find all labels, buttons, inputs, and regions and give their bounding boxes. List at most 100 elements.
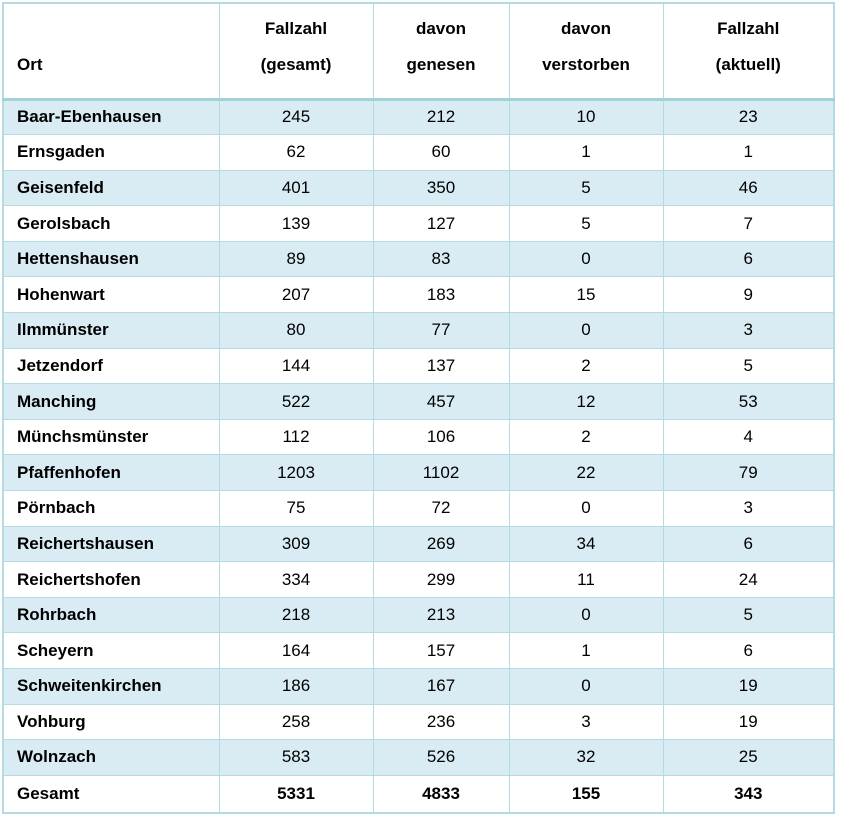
cell-davon-verstorben: 32	[508, 739, 664, 776]
cell-fallzahl-aktuell: 79	[662, 454, 835, 492]
table-row: Pfaffenhofen 1203 1102 22 79	[2, 454, 835, 492]
column-header-ort: Ort	[2, 2, 220, 101]
cell-fallzahl-aktuell: 53	[662, 383, 835, 420]
cell-fallzahl-gesamt: 309	[218, 525, 374, 563]
cell-davon-verstorben: 3	[508, 703, 664, 741]
cell-ort: Gerolsbach	[2, 205, 220, 242]
table-row: Jetzendorf 144 137 2 5	[2, 347, 835, 385]
cell-davon-verstorben: 2	[508, 418, 664, 456]
table-row: Wolnzach 583 526 32 25	[2, 739, 835, 776]
cell-davon-genesen: 236	[372, 703, 510, 741]
cell-fallzahl-gesamt: 207	[218, 276, 374, 314]
cell-davon-genesen: 157	[372, 632, 510, 669]
cell-fallzahl-gesamt: 218	[218, 596, 374, 634]
cell-fallzahl-aktuell: 25	[662, 739, 835, 776]
cell-davon-genesen: 77	[372, 312, 510, 349]
cell-ort: Hohenwart	[2, 276, 220, 314]
cell-ort: Ilmmünster	[2, 312, 220, 349]
table-row: Münchsmünster 112 106 2 4	[2, 418, 835, 456]
covid-cases-table: Ort Fallzahl (gesamt) davon genesen davo…	[2, 2, 835, 815]
cell-total-davon-genesen: 4833	[372, 774, 510, 814]
cell-ort: Scheyern	[2, 632, 220, 669]
cell-davon-verstorben: 5	[508, 205, 664, 242]
table-row: Gerolsbach 139 127 5 7	[2, 205, 835, 242]
table-row: Hohenwart 207 183 15 9	[2, 276, 835, 314]
column-header-davon-verstorben: davon verstorben	[508, 2, 664, 101]
cell-davon-genesen: 83	[372, 240, 510, 278]
cell-ort: Rohrbach	[2, 596, 220, 634]
cell-fallzahl-aktuell: 23	[662, 98, 835, 136]
column-header-fallzahl-aktuell: Fallzahl (aktuell)	[662, 2, 835, 101]
cell-fallzahl-aktuell: 19	[662, 703, 835, 741]
cell-ort: Wolnzach	[2, 739, 220, 776]
cell-davon-genesen: 526	[372, 739, 510, 776]
cell-davon-verstorben: 0	[508, 596, 664, 634]
cell-davon-genesen: 127	[372, 205, 510, 242]
cell-fallzahl-gesamt: 1203	[218, 454, 374, 492]
cell-fallzahl-aktuell: 9	[662, 276, 835, 314]
column-header-fallzahl-gesamt: Fallzahl (gesamt)	[218, 2, 374, 101]
cell-fallzahl-gesamt: 75	[218, 490, 374, 527]
cell-ort: Ernsgaden	[2, 134, 220, 171]
cell-fallzahl-gesamt: 62	[218, 134, 374, 171]
table-row: Vohburg 258 236 3 19	[2, 703, 835, 741]
cell-ort: Vohburg	[2, 703, 220, 741]
cell-davon-verstorben: 0	[508, 490, 664, 527]
cell-davon-verstorben: 1	[508, 632, 664, 669]
cell-davon-genesen: 106	[372, 418, 510, 456]
cell-ort: Reichertshausen	[2, 525, 220, 563]
cell-total-davon-verstorben: 155	[508, 774, 664, 814]
cell-fallzahl-gesamt: 583	[218, 739, 374, 776]
cell-fallzahl-aktuell: 3	[662, 312, 835, 349]
table-row: Ilmmünster 80 77 0 3	[2, 312, 835, 349]
cell-fallzahl-aktuell: 24	[662, 561, 835, 598]
cell-davon-genesen: 213	[372, 596, 510, 634]
cell-fallzahl-gesamt: 80	[218, 312, 374, 349]
cell-fallzahl-gesamt: 334	[218, 561, 374, 598]
cell-fallzahl-aktuell: 46	[662, 169, 835, 207]
table-row: Reichertshausen 309 269 34 6	[2, 525, 835, 563]
cell-fallzahl-aktuell: 7	[662, 205, 835, 242]
cell-fallzahl-gesamt: 89	[218, 240, 374, 278]
cell-ort: Münchsmünster	[2, 418, 220, 456]
column-header-davon-genesen: davon genesen	[372, 2, 510, 101]
cell-ort: Geisenfeld	[2, 169, 220, 207]
table-row: Hettenshausen 89 83 0 6	[2, 240, 835, 278]
cell-fallzahl-gesamt: 144	[218, 347, 374, 385]
cell-davon-verstorben: 2	[508, 347, 664, 385]
cell-fallzahl-gesamt: 258	[218, 703, 374, 741]
cell-ort: Baar-Ebenhausen	[2, 98, 220, 136]
table-header: Ort Fallzahl (gesamt) davon genesen davo…	[2, 2, 835, 101]
table-row: Geisenfeld 401 350 5 46	[2, 169, 835, 207]
cell-davon-verstorben: 1	[508, 134, 664, 171]
cell-davon-verstorben: 22	[508, 454, 664, 492]
cell-davon-verstorben: 0	[508, 668, 664, 705]
header-row: Ort Fallzahl (gesamt) davon genesen davo…	[2, 2, 835, 101]
table-footer: Gesamt 5331 4833 155 343	[2, 774, 835, 814]
table-row: Schweitenkirchen 186 167 0 19	[2, 668, 835, 705]
cell-fallzahl-aktuell: 6	[662, 240, 835, 278]
table-row: Ernsgaden 62 60 1 1	[2, 134, 835, 171]
cell-ort: Pfaffenhofen	[2, 454, 220, 492]
cell-davon-genesen: 60	[372, 134, 510, 171]
cell-total-fallzahl-gesamt: 5331	[218, 774, 374, 814]
cell-ort: Reichertshofen	[2, 561, 220, 598]
cell-fallzahl-gesamt: 522	[218, 383, 374, 420]
cell-ort: Hettenshausen	[2, 240, 220, 278]
table-body: Baar-Ebenhausen 245 212 10 23 Ernsgaden …	[2, 98, 835, 776]
cell-davon-verstorben: 0	[508, 312, 664, 349]
cell-davon-genesen: 350	[372, 169, 510, 207]
cell-fallzahl-aktuell: 4	[662, 418, 835, 456]
cell-fallzahl-aktuell: 1	[662, 134, 835, 171]
cell-fallzahl-gesamt: 164	[218, 632, 374, 669]
cell-davon-genesen: 183	[372, 276, 510, 314]
cell-davon-genesen: 299	[372, 561, 510, 598]
table-row: Rohrbach 218 213 0 5	[2, 596, 835, 634]
cell-davon-verstorben: 10	[508, 98, 664, 136]
cell-davon-genesen: 167	[372, 668, 510, 705]
cell-fallzahl-gesamt: 139	[218, 205, 374, 242]
cell-fallzahl-gesamt: 112	[218, 418, 374, 456]
cell-davon-verstorben: 34	[508, 525, 664, 563]
cell-fallzahl-gesamt: 186	[218, 668, 374, 705]
